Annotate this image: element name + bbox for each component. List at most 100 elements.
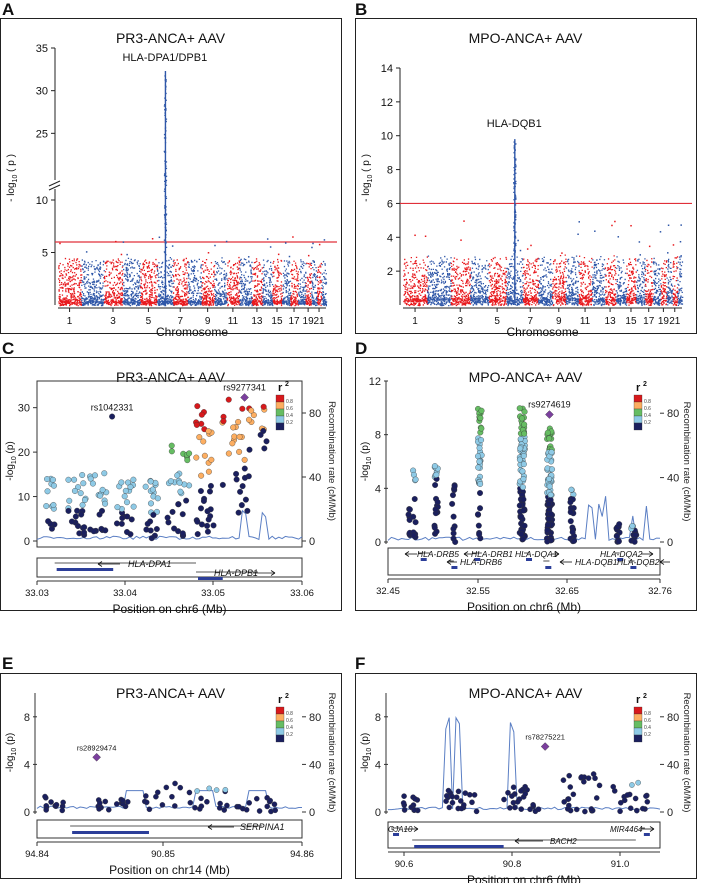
snp-point [197,806,203,812]
gene-exon-bar [526,558,532,561]
snp-point [634,807,640,814]
snp-points-chr3 [450,257,472,307]
snp-points-chr15 [626,258,638,306]
snp-point [243,806,250,813]
lead-snp-label: rs9274619 [528,400,571,410]
lead-snp-marker [540,742,550,751]
lead-snp-marker [92,752,101,762]
legend-title-sup: 2 [643,693,647,700]
snp-point [127,483,134,490]
snp-point [477,481,484,487]
snp-point [520,475,527,482]
snp-point [74,523,81,530]
gene-label: GJA10 [388,825,413,834]
x-tick-label: 13 [251,316,263,327]
snp-points-chr8 [187,258,203,306]
snp-point [264,803,270,810]
y-tick-label: 12 [381,97,393,109]
snp-point [535,806,542,813]
snp-points-chr14 [615,256,628,306]
snp-point [592,775,598,782]
gene-label: HLA-DRB6 [460,557,502,567]
snp-point [205,516,212,523]
snp-points-chr17 [290,260,300,307]
snp-point [582,808,588,815]
snp-point [187,799,194,806]
snp-point [99,486,106,493]
x-axis-label: Position on chr6 (Mb) [467,600,581,614]
snp-point [431,463,438,470]
outlier-point [614,220,616,223]
snp-point [462,790,469,796]
snp-point [546,435,553,442]
outlier-point [617,236,620,238]
gene-arrowhead [97,561,103,567]
snp-point [235,509,242,516]
snp-point [130,503,137,510]
outlier-point [126,253,128,256]
gene-track-box [387,547,661,576]
y-tick-label-left: 0 [375,537,381,549]
snp-points-chr20 [310,260,319,307]
snp-point [79,502,86,509]
snp-point [261,445,268,452]
outlier-point [611,224,613,227]
snp-point [449,500,456,507]
panel-title: PR3-ANCA+ AAV [116,685,226,701]
gene-exon-bar [451,566,458,569]
outlier-point [312,242,314,245]
snp-points-chr14 [262,259,274,307]
legend-label: 0.8 [286,711,293,717]
y-tick-label-left: 10 [18,492,30,504]
snp-points-chr15 [272,258,283,307]
snp-point [96,511,103,518]
y-tick-label-left: 8 [375,430,381,442]
snp-point [238,502,245,509]
y-axis-label-right: Recombination rate (cM/Mb) [681,693,692,813]
snp-point [449,793,455,800]
snp-point [81,524,88,531]
snp-point [183,497,190,504]
lead-snp-label: rs28929474 [77,743,117,752]
gene-exon-bar [56,568,114,571]
y-tick-label-left: 4 [375,483,381,495]
y-tick-label-right: 80 [309,712,321,724]
snp-point [474,511,481,518]
outlier-point [311,246,313,249]
snp-point [101,470,108,477]
outlier-point [288,255,291,258]
axis-break-marks [48,180,61,191]
legend-label: 0.2 [286,732,293,738]
snp-point [206,785,212,792]
snp-point [433,471,440,478]
legend-label: 0.4 [644,725,651,731]
snp-points-chr20 [666,258,674,306]
snp-point [475,453,481,460]
snp-point [505,789,511,796]
locuszoom-D: MPO-ANCA+ AAV 0 4 8 12 0 40 80 -log10 (p) Recombi… [360,369,692,614]
snp-point [205,428,212,435]
panel-letter-C: C [2,339,14,358]
outlier-point [424,235,427,238]
snp-point [130,476,137,483]
snp-points-chr2 [81,259,105,307]
legend-label: 0.2 [286,420,293,426]
x-tick-label: 32.55 [466,586,490,597]
snp-point [624,792,631,798]
snp-points-chr16 [636,258,646,306]
snp-point [518,531,525,538]
snp-point [192,804,198,811]
snp-point [200,438,207,445]
snp-point [514,798,521,805]
snp-point [476,531,483,538]
snp-point [233,470,240,477]
x-axis-label: Position on chr6 (Mb) [112,602,226,616]
snp-point [143,793,149,799]
labeled-snp-point [109,413,116,420]
snp-point [122,487,129,494]
gene-exon-bar [643,833,650,836]
y-axis-label-right: Recombination rate (cM/Mb) [326,401,337,521]
axis-break-slash [48,180,61,187]
snp-point [561,799,567,805]
snp-point [400,800,407,806]
